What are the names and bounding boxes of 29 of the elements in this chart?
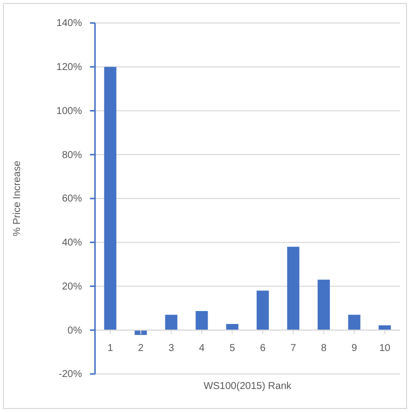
bar bbox=[165, 314, 178, 330]
bar bbox=[104, 66, 116, 330]
y-axis-title: % Price Increase bbox=[12, 160, 23, 236]
bar bbox=[226, 324, 238, 330]
x-tick-label: 6 bbox=[260, 343, 266, 354]
x-tick-label: 9 bbox=[351, 343, 358, 354]
y-tick-label: 80% bbox=[62, 150, 82, 161]
bar bbox=[287, 246, 300, 330]
y-tick-label: 140% bbox=[56, 18, 82, 30]
bar bbox=[348, 314, 360, 330]
y-tick-label: 60% bbox=[62, 194, 82, 205]
y-tick-label: 100% bbox=[56, 106, 82, 117]
x-tick-label: 5 bbox=[229, 343, 236, 354]
x-tick-label: 2 bbox=[138, 343, 144, 354]
x-tick-label: 4 bbox=[198, 343, 205, 354]
y-tick-label: 20% bbox=[62, 281, 82, 292]
x-tick-label: 1 bbox=[107, 343, 114, 354]
y-tick-label: -20% bbox=[58, 369, 82, 380]
bar bbox=[318, 280, 330, 330]
x-tick-label: 7 bbox=[290, 343, 296, 354]
y-tick-label: 0% bbox=[68, 325, 82, 336]
x-tick-label: 3 bbox=[168, 343, 174, 354]
x-axis-title: WS100(2015) Rank bbox=[204, 381, 292, 392]
y-tick-label: 120% bbox=[56, 62, 82, 74]
x-tick-label: 10 bbox=[379, 343, 391, 354]
bar bbox=[256, 290, 269, 330]
y-tick-label: 40% bbox=[62, 238, 82, 249]
bar bbox=[196, 311, 208, 330]
x-tick-label: 8 bbox=[320, 343, 327, 354]
